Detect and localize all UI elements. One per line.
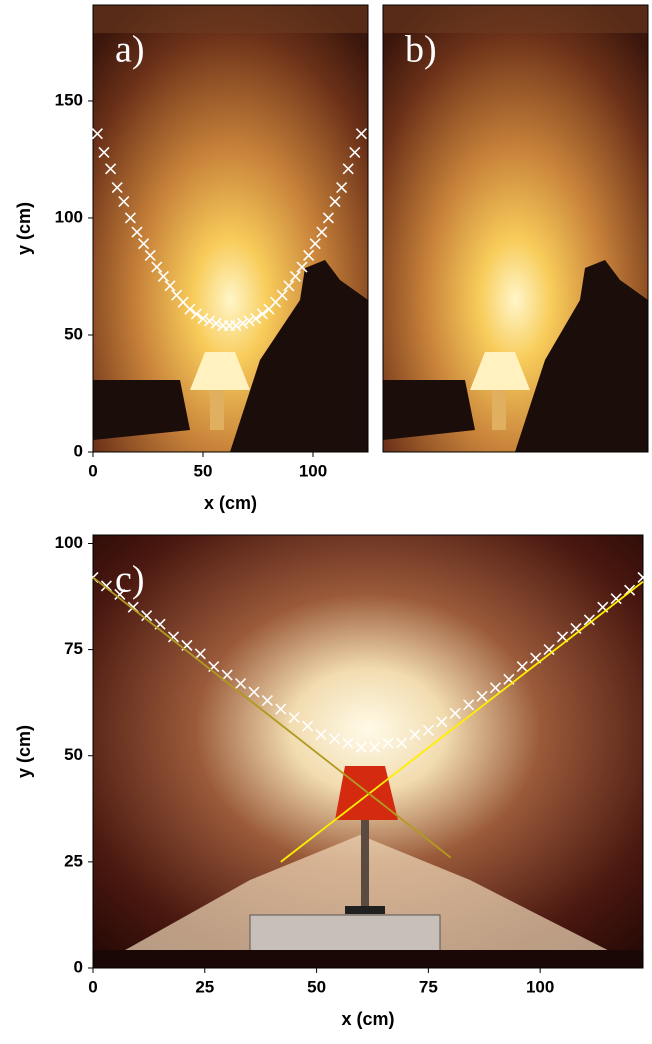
x-tick-label: 100 xyxy=(526,977,554,996)
photo-c xyxy=(93,535,643,968)
y-tick-label: 100 xyxy=(55,533,83,552)
x-tick-label: 50 xyxy=(194,461,213,480)
y-tick-label: 100 xyxy=(55,207,83,226)
y-tick-label: 75 xyxy=(64,639,83,658)
x-tick-label: 75 xyxy=(419,977,438,996)
figure: a)050100050100150x (cm)y (cm)b)c)0255075… xyxy=(0,0,652,1044)
y-axis-label: y (cm) xyxy=(14,725,34,778)
x-tick-label: 50 xyxy=(307,977,326,996)
x-axis-label: x (cm) xyxy=(204,493,257,513)
y-tick-label: 25 xyxy=(64,851,83,870)
photo-b xyxy=(383,5,648,452)
panel-label: a) xyxy=(115,29,145,71)
y-tick-label: 50 xyxy=(64,324,83,343)
x-axis-label: x (cm) xyxy=(341,1009,394,1029)
x-tick-label: 0 xyxy=(88,977,97,996)
x-tick-label: 100 xyxy=(299,461,327,480)
y-axis-label: y (cm) xyxy=(14,202,34,255)
y-tick-label: 0 xyxy=(74,441,83,460)
x-tick-label: 25 xyxy=(195,977,214,996)
y-tick-label: 150 xyxy=(55,90,83,109)
y-tick-label: 0 xyxy=(74,957,83,976)
x-tick-label: 0 xyxy=(88,461,97,480)
panel-label: b) xyxy=(405,29,437,71)
y-tick-label: 50 xyxy=(64,745,83,764)
